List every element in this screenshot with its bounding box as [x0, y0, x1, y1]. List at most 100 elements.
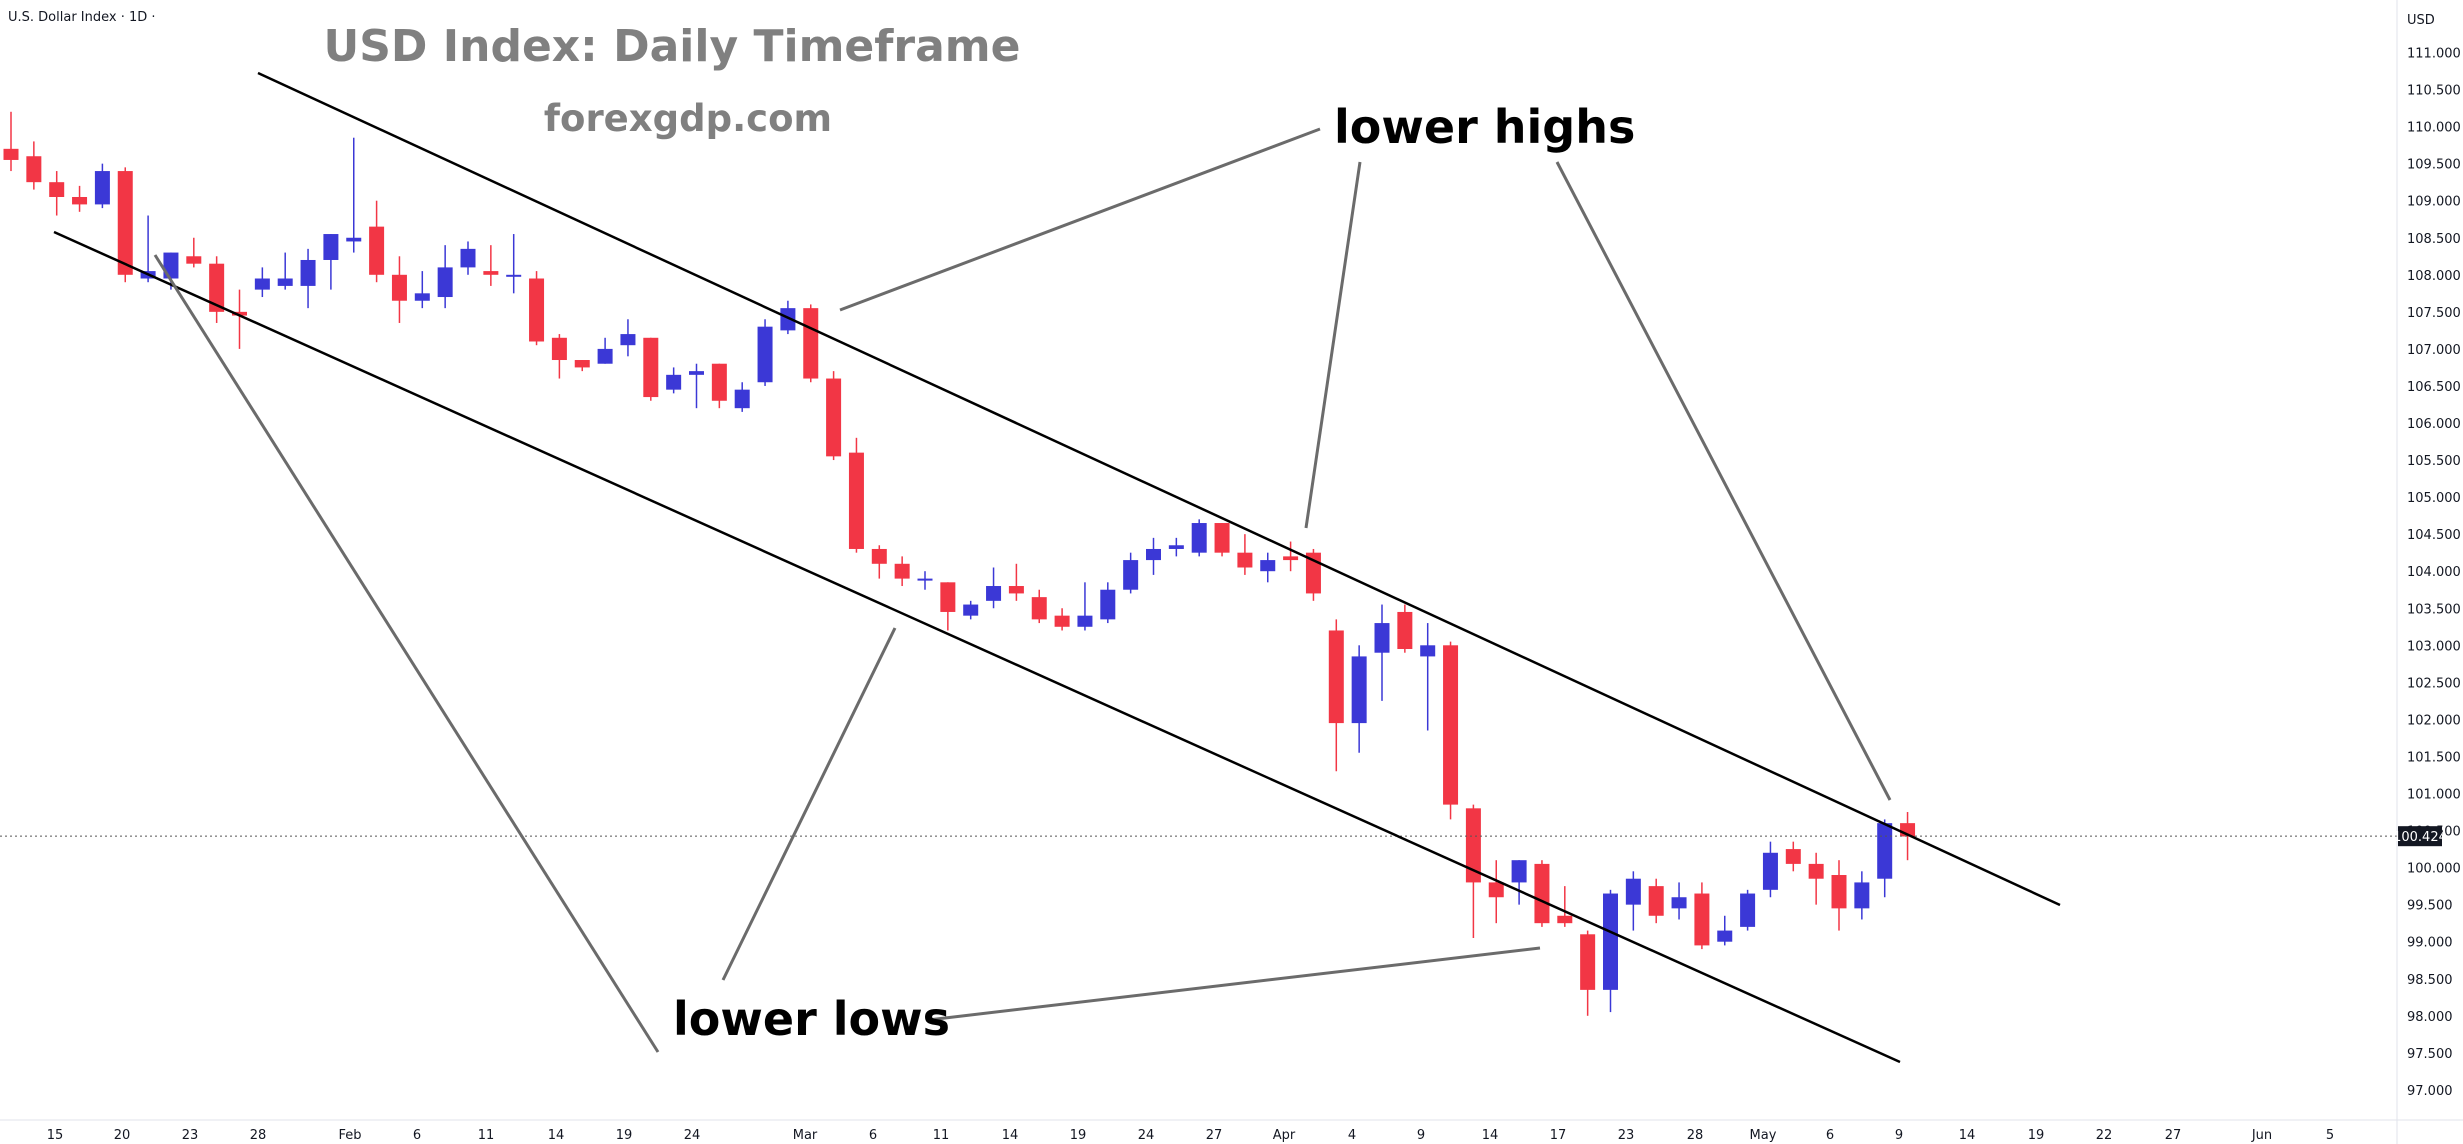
symbol-label[interactable]: U.S. Dollar Index · 1D ·	[8, 10, 156, 25]
candle	[94, 163, 110, 209]
x-tick-label: 9	[1895, 1128, 1903, 1143]
candle-body	[666, 374, 682, 390]
y-tick-label: 102.500	[2407, 676, 2461, 691]
y-tick-label: 101.000	[2407, 788, 2461, 803]
candle-body	[186, 256, 202, 264]
candle	[323, 234, 339, 290]
y-tick-label: 105.500	[2407, 454, 2461, 469]
candle	[574, 360, 590, 372]
candle-body	[597, 348, 613, 364]
candle-body	[369, 226, 385, 275]
y-tick-label: 111.000	[2407, 47, 2461, 62]
candle	[1648, 878, 1664, 924]
x-tick-label: Jun	[2251, 1128, 2272, 1143]
candle-body	[848, 452, 864, 549]
x-tick-label: Mar	[793, 1128, 818, 1143]
candle	[1260, 552, 1276, 583]
y-tick-label: 107.000	[2407, 343, 2461, 358]
candle	[300, 248, 316, 309]
currency-label: USD	[2407, 13, 2435, 28]
candle	[963, 600, 979, 620]
candle-body	[1100, 589, 1116, 620]
candle-body	[3, 148, 19, 160]
candle	[1100, 582, 1116, 624]
candle-body	[1328, 630, 1344, 724]
candle	[209, 256, 225, 323]
candle	[1374, 604, 1390, 701]
current-price-tag: 100.424	[2393, 826, 2447, 847]
candle	[1671, 882, 1687, 920]
candle-body	[72, 196, 88, 205]
candle	[1008, 563, 1024, 601]
candle	[1191, 519, 1207, 557]
x-tick-label: 6	[869, 1128, 877, 1143]
candle-body	[894, 563, 910, 579]
candle	[1557, 886, 1573, 927]
x-tick-label: Apr	[1273, 1128, 1296, 1143]
y-tick-label: 97.500	[2407, 1047, 2453, 1062]
candle	[506, 234, 522, 294]
candle-body	[1146, 548, 1161, 561]
y-tick-label: 110.500	[2407, 84, 2461, 99]
y-tick-label: 107.500	[2407, 306, 2461, 321]
x-tick-label: 27	[2165, 1128, 2182, 1143]
x-tick-label: 9	[1417, 1128, 1425, 1143]
x-tick-label: 14	[548, 1128, 565, 1143]
channel-lower-line[interactable]	[53, 230, 1901, 1064]
channel-upper-line[interactable]	[257, 71, 2061, 907]
candle	[643, 337, 659, 401]
candle-body	[1077, 615, 1093, 627]
candle	[1397, 604, 1413, 653]
candle	[986, 567, 1002, 609]
x-tick-label: Feb	[338, 1128, 361, 1143]
candle	[1808, 852, 1824, 905]
candle-body	[1808, 863, 1824, 879]
candle-body	[1694, 893, 1710, 946]
chart-title: USD Index: Daily Timeframe	[324, 21, 1021, 72]
price-axis[interactable]: 111.000 110.500 110.000 109.500 109.000 108.5…	[2407, 47, 2461, 1099]
candle-body	[1031, 597, 1047, 620]
x-tick-label: 14	[1482, 1128, 1499, 1143]
x-tick-label: 23	[182, 1128, 199, 1143]
candle-body	[300, 259, 316, 286]
candle-body	[437, 267, 453, 298]
candles-layer	[3, 111, 1916, 1016]
candle	[917, 571, 933, 590]
candle	[49, 171, 65, 216]
candle	[940, 582, 956, 631]
y-tick-label: 102.000	[2407, 713, 2461, 728]
y-tick-label: 103.500	[2407, 602, 2461, 617]
candle-body	[1762, 852, 1778, 890]
candle-body	[643, 337, 659, 398]
time-axis[interactable]: 15 20 23 28 Feb 6 11 14 19 24 Mar 6 11 14 19 24 27 Apr 4 9 1…	[47, 1128, 2334, 1143]
candle-body	[871, 548, 887, 564]
candle	[1283, 541, 1299, 572]
candle	[1831, 860, 1847, 931]
candle-body	[1877, 823, 1893, 879]
candle	[803, 304, 819, 383]
arrow-lower-high-3	[1555, 161, 1892, 801]
candle-body	[1237, 552, 1253, 568]
current-price-tag-bg	[2398, 826, 2442, 847]
x-tick-label: 28	[250, 1128, 267, 1143]
x-tick-label: 19	[2028, 1128, 2045, 1143]
candle	[1054, 608, 1070, 631]
arrow-lower-low-3	[927, 946, 1541, 1022]
x-tick-label: 20	[114, 1128, 131, 1143]
candle-body	[1351, 656, 1367, 724]
current-price-label: 100.424	[2393, 830, 2447, 845]
candle-body	[757, 326, 773, 383]
x-tick-label: 15	[47, 1128, 64, 1143]
candle-body	[620, 334, 636, 346]
candle	[414, 271, 430, 309]
candle	[1603, 889, 1618, 1013]
candle-body	[1648, 886, 1664, 916]
candle	[529, 271, 545, 346]
y-tick-label: 104.500	[2407, 528, 2461, 543]
candle-body	[1511, 860, 1527, 883]
candle	[72, 185, 88, 212]
arrow-lower-low-1	[153, 254, 660, 1053]
candle	[1511, 860, 1527, 905]
